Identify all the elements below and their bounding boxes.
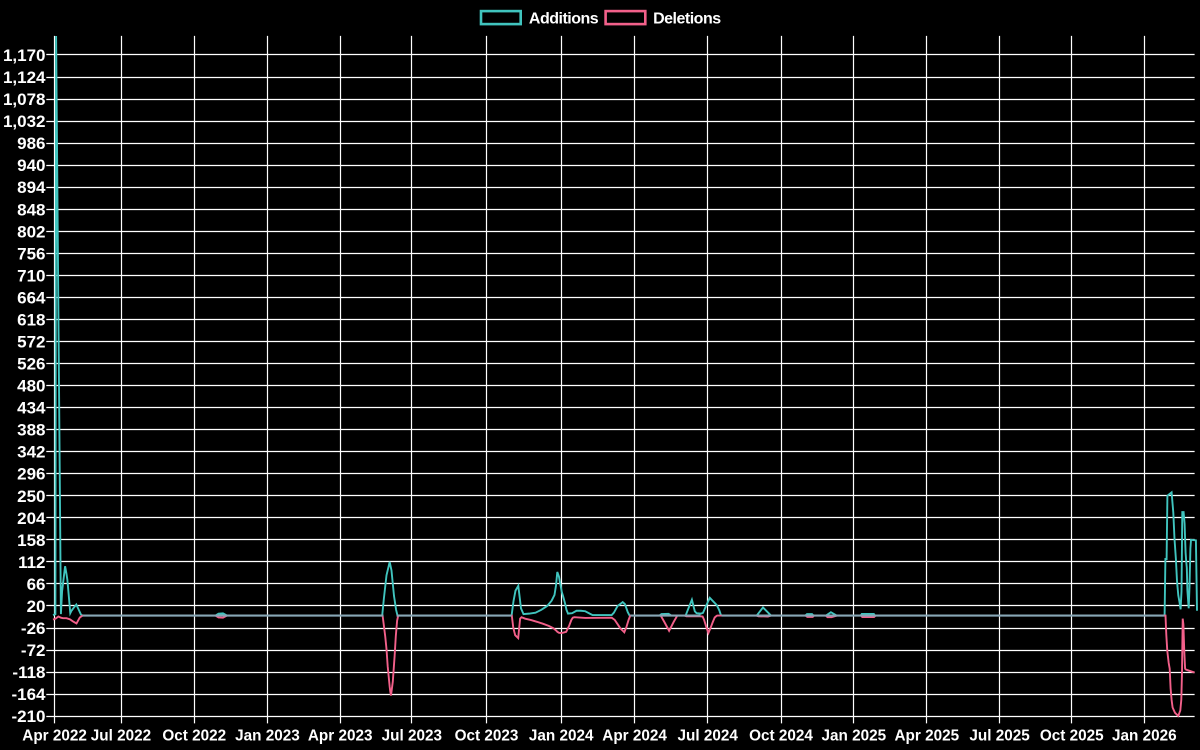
svg-text:Jan 2026: Jan 2026 xyxy=(1112,727,1177,744)
svg-text:526: 526 xyxy=(17,355,45,374)
svg-text:Oct 2022: Oct 2022 xyxy=(162,727,226,744)
svg-text:Jul 2025: Jul 2025 xyxy=(969,727,1030,744)
svg-text:940: 940 xyxy=(17,156,45,175)
svg-text:848: 848 xyxy=(17,200,45,219)
svg-text:756: 756 xyxy=(17,244,45,263)
svg-text:Jul 2024: Jul 2024 xyxy=(678,727,739,744)
svg-text:Jul 2023: Jul 2023 xyxy=(382,727,442,744)
svg-text:-72: -72 xyxy=(21,641,46,660)
svg-text:434: 434 xyxy=(17,399,46,418)
svg-text:Apr 2025: Apr 2025 xyxy=(894,727,959,744)
svg-text:158: 158 xyxy=(17,531,45,550)
svg-text:-210: -210 xyxy=(11,707,45,726)
svg-text:296: 296 xyxy=(17,465,45,484)
svg-text:1,124: 1,124 xyxy=(3,68,46,87)
svg-text:388: 388 xyxy=(17,421,45,440)
svg-text:Jan 2025: Jan 2025 xyxy=(821,727,886,744)
svg-text:Oct 2024: Oct 2024 xyxy=(749,727,813,744)
svg-text:Jan 2024: Jan 2024 xyxy=(529,727,594,744)
svg-text:Apr 2022: Apr 2022 xyxy=(22,727,87,744)
svg-text:Jul 2022: Jul 2022 xyxy=(91,727,151,744)
svg-text:250: 250 xyxy=(17,487,45,506)
svg-text:Additions: Additions xyxy=(529,11,599,28)
svg-text:Apr 2024: Apr 2024 xyxy=(602,727,667,744)
svg-text:710: 710 xyxy=(17,266,45,285)
svg-text:Apr 2023: Apr 2023 xyxy=(308,727,373,744)
svg-text:Jan 2023: Jan 2023 xyxy=(235,727,300,744)
svg-text:1,170: 1,170 xyxy=(3,46,46,65)
svg-text:-118: -118 xyxy=(12,663,45,682)
svg-text:986: 986 xyxy=(17,134,45,153)
svg-text:Oct 2023: Oct 2023 xyxy=(455,727,519,744)
svg-text:1,078: 1,078 xyxy=(3,90,46,109)
svg-text:802: 802 xyxy=(17,222,45,241)
svg-text:112: 112 xyxy=(18,553,45,572)
svg-text:Oct 2025: Oct 2025 xyxy=(1040,727,1104,744)
svg-text:20: 20 xyxy=(27,597,46,616)
svg-text:894: 894 xyxy=(17,178,46,197)
svg-text:Deletions: Deletions xyxy=(653,11,721,28)
svg-text:-164: -164 xyxy=(11,685,46,704)
svg-text:1,032: 1,032 xyxy=(3,112,46,131)
svg-text:572: 572 xyxy=(17,332,45,351)
svg-text:-26: -26 xyxy=(21,619,46,638)
svg-text:66: 66 xyxy=(27,575,46,594)
svg-text:480: 480 xyxy=(17,377,45,396)
svg-text:342: 342 xyxy=(17,443,45,462)
svg-text:204: 204 xyxy=(17,509,46,528)
svg-text:618: 618 xyxy=(17,310,45,329)
svg-text:664: 664 xyxy=(17,288,46,307)
